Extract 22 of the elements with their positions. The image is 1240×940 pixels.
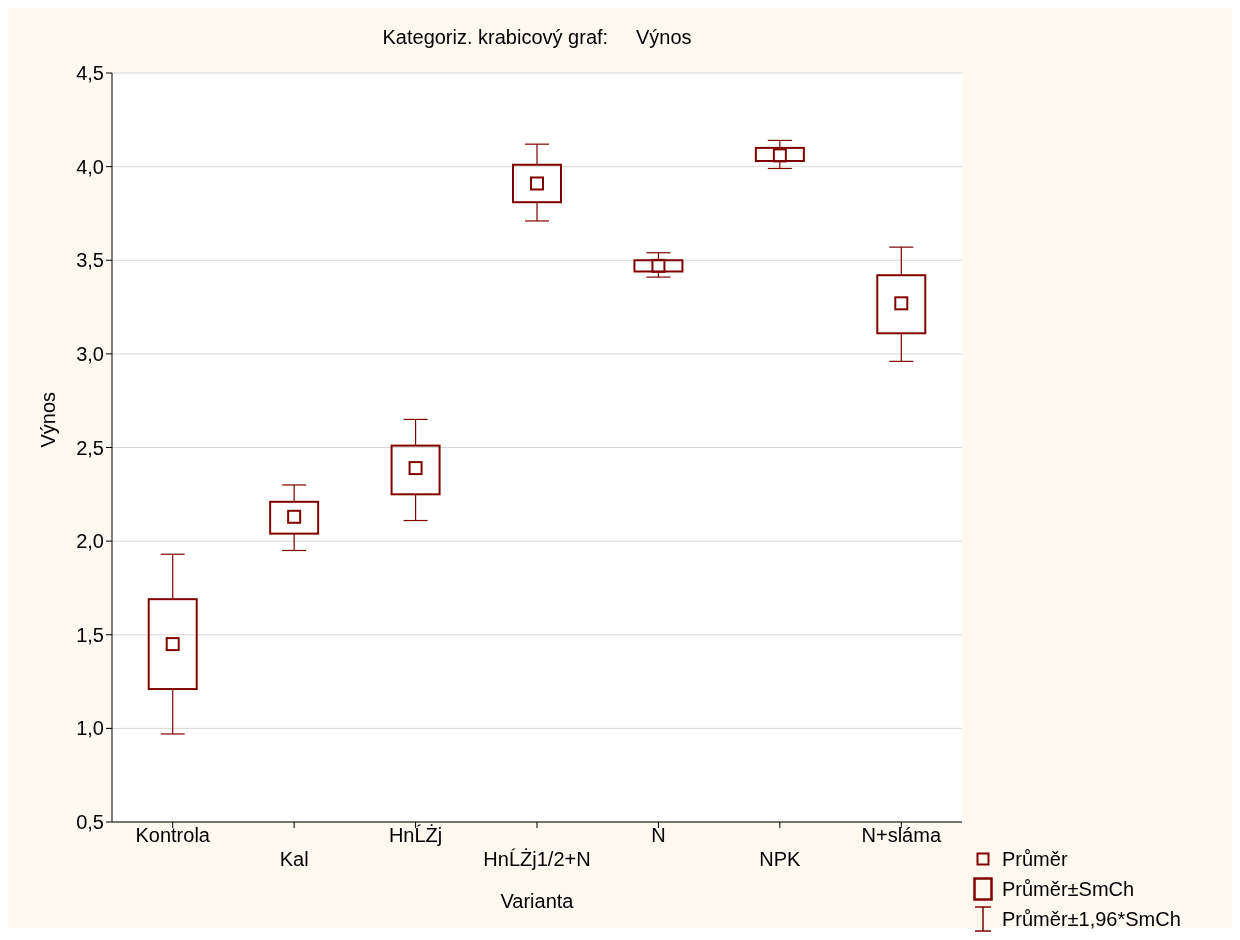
y-tick-label: 1,0 bbox=[76, 717, 104, 740]
x-tick-label: Kal bbox=[279, 848, 309, 870]
y-tick-label: 0,5 bbox=[76, 811, 104, 834]
y-tick-label: 2,5 bbox=[76, 436, 104, 459]
x-tick-label: HnĹŻj bbox=[388, 824, 443, 846]
y-tick-label: 2,0 bbox=[76, 530, 104, 553]
y-tick-label: 3,0 bbox=[76, 342, 104, 365]
y-tick-label: 3,5 bbox=[76, 249, 104, 272]
x-tick-label: N bbox=[651, 824, 666, 846]
x-tick-label: N+sláma bbox=[861, 824, 942, 846]
x-tick-label: HnĹŻj1/2+N bbox=[483, 848, 591, 870]
chart-title: Kategoriz. krabicový graf: Výnos bbox=[381, 26, 693, 49]
text: Průměr bbox=[1002, 847, 1068, 872]
x-tick-label: Kontrola bbox=[135, 824, 211, 846]
text: Průměr±SmCh bbox=[1002, 877, 1135, 902]
x-axis-title: Varianta bbox=[500, 890, 575, 912]
y-tick-label: 4,5 bbox=[76, 62, 104, 85]
y-tick-label: 1,5 bbox=[76, 623, 104, 646]
text: Průměr±1,96*SmCh bbox=[1002, 907, 1181, 932]
x-tick-label: NPK bbox=[759, 848, 802, 870]
y-axis-title: Výnos bbox=[37, 391, 60, 448]
y-tick-label: 4,0 bbox=[76, 155, 104, 178]
